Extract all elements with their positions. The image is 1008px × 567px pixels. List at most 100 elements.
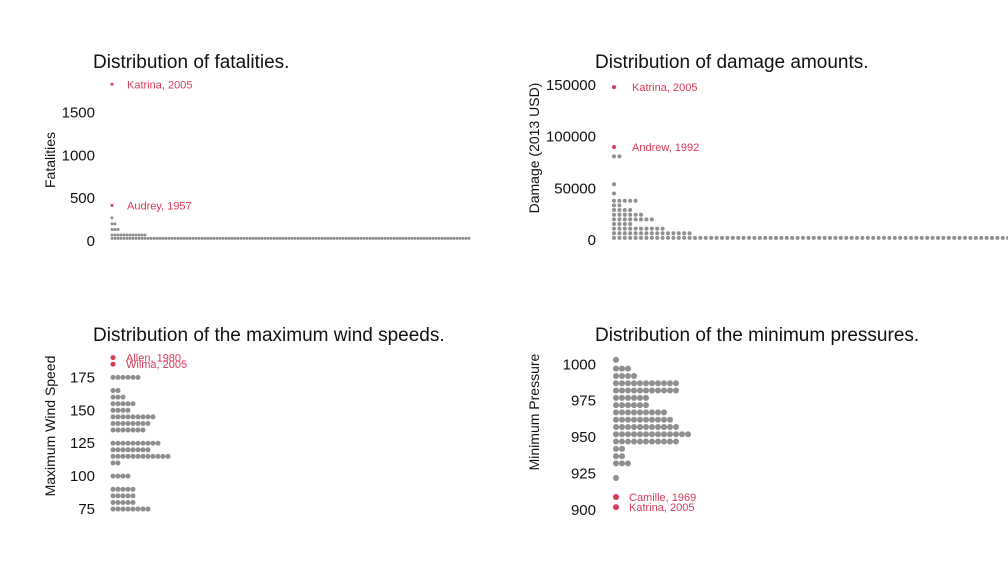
data-point: [968, 235, 973, 240]
data-point: [655, 226, 660, 231]
data-point: [116, 227, 120, 231]
data-point: [612, 235, 616, 240]
data-point: [613, 372, 619, 379]
data-point: [714, 235, 719, 240]
data-point: [293, 236, 297, 240]
highlight-point: [110, 82, 114, 86]
data-point: [963, 235, 967, 240]
data-point: [356, 236, 360, 240]
data-point: [115, 414, 121, 420]
data-point: [350, 236, 354, 240]
data-point: [637, 394, 643, 401]
data-point: [110, 222, 114, 226]
data-point: [619, 423, 625, 430]
data-point: [655, 423, 661, 430]
data-point: [377, 236, 381, 240]
data-point: [633, 198, 638, 203]
data-point: [110, 460, 116, 466]
data-point: [113, 236, 117, 240]
data-point: [633, 212, 638, 217]
data-point: [125, 440, 131, 446]
data-point: [130, 493, 136, 499]
data-point: [212, 236, 216, 240]
data-point: [655, 387, 661, 394]
data-point: [437, 236, 441, 240]
data-point: [617, 203, 622, 208]
data-point: [120, 493, 126, 499]
data-point: [452, 236, 456, 240]
data-point: [633, 231, 638, 236]
data-point: [844, 235, 849, 240]
data-point: [882, 235, 886, 240]
data-point: [135, 420, 141, 426]
data-point: [338, 236, 342, 240]
data-point: [649, 438, 655, 445]
data-point: [639, 235, 643, 240]
data-point: [125, 414, 131, 420]
y-tick-label: 75: [78, 501, 95, 518]
y-tick-label: 0: [87, 233, 95, 250]
data-point: [110, 493, 116, 499]
data-point: [806, 235, 811, 240]
data-point: [661, 423, 667, 430]
data-point: [666, 235, 670, 240]
y-tick-label: 0: [588, 232, 596, 249]
data-point: [903, 235, 908, 240]
data-point: [110, 236, 114, 240]
data-point: [130, 447, 136, 453]
y-tick-label: 1000: [62, 147, 95, 164]
data-point: [135, 506, 141, 512]
data-point: [120, 506, 126, 512]
data-point: [628, 221, 633, 226]
data-point: [134, 236, 138, 240]
data-point: [871, 235, 876, 240]
data-point: [158, 236, 162, 240]
data-point: [150, 414, 156, 420]
data-point: [613, 356, 619, 363]
data-point: [140, 233, 144, 237]
data-point: [661, 387, 667, 394]
data-point: [625, 365, 631, 372]
data-point: [110, 374, 116, 380]
data-point: [120, 447, 126, 453]
data-point: [631, 438, 637, 445]
data-point: [203, 236, 207, 240]
highlight-label: Andrew, 1992: [632, 142, 699, 154]
data-point: [215, 236, 219, 240]
data-point: [135, 374, 141, 380]
data-point: [120, 374, 126, 380]
data-point: [130, 506, 136, 512]
data-point: [145, 506, 151, 512]
data-point: [666, 231, 670, 236]
y-tick-label: 175: [70, 369, 95, 386]
data-point: [631, 387, 637, 394]
data-point: [622, 235, 627, 240]
data-point: [407, 236, 411, 240]
data-point: [257, 236, 261, 240]
data-point: [612, 203, 616, 208]
data-point: [218, 236, 222, 240]
highlight-point: [613, 504, 619, 511]
data-point: [639, 226, 643, 231]
data-point: [736, 235, 741, 240]
data-point: [145, 420, 151, 426]
data-point: [110, 227, 114, 231]
data-point: [828, 235, 832, 240]
data-point: [130, 499, 136, 505]
data-point: [625, 402, 631, 409]
data-point: [194, 236, 198, 240]
data-point: [155, 440, 161, 446]
data-point: [612, 198, 616, 203]
data-point: [260, 236, 264, 240]
data-point: [855, 235, 859, 240]
data-point: [622, 231, 627, 236]
data-point: [120, 407, 126, 413]
data-point: [425, 236, 429, 240]
data-point: [140, 420, 146, 426]
chart-title: Distribution of damage amounts.: [595, 52, 869, 73]
data-point: [155, 453, 161, 459]
data-point: [115, 473, 121, 479]
data-point: [434, 236, 438, 240]
data-point: [179, 236, 183, 240]
data-point: [613, 431, 619, 438]
